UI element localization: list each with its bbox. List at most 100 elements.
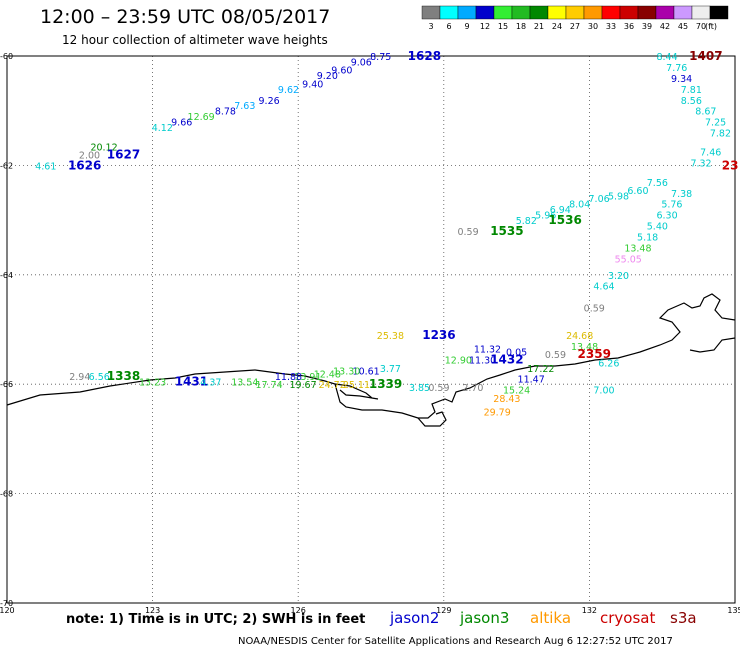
wave-height-label: 24.68	[566, 331, 593, 342]
legend-label: 3	[428, 22, 433, 31]
wave-height-label: 20.12	[90, 142, 117, 153]
wave-height-label: 0.59	[545, 350, 566, 361]
coastline-inlet	[334, 383, 379, 400]
satellite-s3a: s3a	[670, 609, 697, 627]
map-grid	[6, 55, 736, 604]
wave-height-label: 17.74	[255, 380, 282, 391]
wave-height-label: 17.22	[527, 364, 554, 375]
legend-swatch	[619, 5, 639, 20]
legend-swatch	[439, 5, 459, 20]
satellite-jason2: jason2	[390, 609, 440, 627]
wave-height-label: 9.62	[278, 85, 299, 96]
legend-unit: (ft)	[705, 22, 718, 31]
legend-swatch	[565, 5, 585, 20]
legend-label: 27	[570, 22, 580, 31]
time-label: 1628	[408, 49, 441, 63]
legend-label: 12	[480, 22, 490, 31]
time-label: 1627	[107, 147, 140, 161]
wave-height-label: 6.94	[550, 205, 571, 216]
wave-height-label: 7.06	[589, 194, 610, 205]
lat-tick-label: -64	[0, 271, 13, 280]
wave-height-label: 11.30	[469, 356, 496, 367]
map-frame	[6, 55, 736, 604]
wave-height-label: 19.67	[289, 380, 316, 391]
wave-height-label: 0.59	[584, 304, 605, 315]
wave-height-label: 28.43	[493, 394, 520, 405]
legend-label: 70	[696, 22, 706, 31]
wave-height-label: 29.79	[484, 408, 511, 419]
wave-height-label: 5.82	[516, 216, 537, 227]
legend-label: 39	[642, 22, 652, 31]
lat-tick-label: -70	[0, 599, 13, 608]
legend-swatch	[637, 5, 657, 20]
satellite-cryosat: cryosat	[600, 609, 656, 627]
footer-credit: NOAA/NESDIS Center for Satellite Applica…	[238, 636, 673, 647]
wave-height-label: 7.56	[647, 178, 668, 189]
wave-height-label: 5.40	[647, 222, 668, 233]
legend-swatch	[511, 5, 531, 20]
wave-height-label: 12.48	[314, 369, 341, 380]
legend-label: 9	[464, 22, 469, 31]
satellite-jason3: jason3	[460, 609, 510, 627]
wave-height-label: 8.04	[569, 200, 590, 211]
wave-height-label: 7.81	[681, 85, 702, 96]
legend-label: 42	[660, 22, 670, 31]
wave-height-label: 2.70	[462, 383, 483, 394]
lon-tick-label: 132	[582, 606, 597, 615]
coastline-east	[689, 337, 736, 353]
wave-height-label: 4.12	[152, 123, 173, 134]
wave-height-label: 2.94	[69, 372, 90, 383]
legend-label: 6	[446, 22, 451, 31]
lon-tick-label: 120	[0, 606, 15, 615]
wave-height-label: 13.23	[139, 377, 166, 388]
wave-height-label: 7.25	[705, 118, 726, 129]
time-label: 1535	[490, 224, 523, 238]
legend-swatch	[457, 5, 477, 20]
wave-height-label: 3.77	[380, 364, 401, 375]
wave-height-label: 13.91	[294, 372, 321, 383]
satellite-altika: altika	[530, 609, 572, 627]
wave-height-label: 8.78	[215, 107, 236, 118]
legend-swatch	[421, 5, 441, 20]
wave-height-label: 9.40	[302, 79, 323, 90]
wave-height-label: 13.54	[231, 377, 258, 388]
wave-height-label: 4.64	[593, 282, 614, 293]
legend-swatch	[601, 5, 621, 20]
wave-height-label: 4.37	[200, 377, 221, 388]
time-label: 1431	[175, 374, 208, 388]
legend-label: 21	[534, 22, 544, 31]
legend-label: 45	[678, 22, 688, 31]
wave-height-label: 3.20	[608, 271, 629, 282]
legend-swatch	[547, 5, 567, 20]
wave-height-label: 10.61	[353, 367, 380, 378]
wave-height-label: 9.20	[317, 71, 338, 82]
wave-height-label: 4.61	[35, 161, 56, 172]
wave-height-label: 5.96	[535, 211, 556, 222]
wave-height-label: 8.67	[695, 107, 716, 118]
wave-height-label: 7.76	[666, 63, 687, 74]
wave-height-label: 12.90	[445, 356, 472, 367]
lon-tick-label: 123	[145, 606, 160, 615]
time-label: 1338	[107, 369, 140, 383]
wave-height-label: 6.30	[656, 211, 677, 222]
wave-height-label: 7.63	[234, 101, 255, 112]
time-label: 1432	[490, 353, 523, 367]
wave-height-label: 6.26	[598, 358, 619, 369]
lat-tick-label: -62	[0, 161, 13, 170]
legend-swatch	[655, 5, 675, 20]
wave-height-label: 8.44	[656, 52, 677, 63]
wave-height-label: 0.05	[506, 347, 527, 358]
wave-height-label: 15.24	[503, 386, 530, 397]
wave-height-label: 13.48	[571, 342, 598, 353]
color-legend: 3 6 9 12 15 18 21 24 27 30 33 36 39 42 45 70	[421, 5, 729, 31]
legend-swatch	[673, 5, 693, 20]
legend-swatch	[529, 5, 549, 20]
time-label: 1536	[548, 213, 581, 227]
legend-swatch	[691, 5, 711, 20]
wave-height-label: 5.18	[637, 233, 658, 244]
legend-swatch	[709, 5, 729, 20]
wave-height-label: 0.59	[428, 383, 449, 394]
wave-height-label: 5.76	[661, 200, 682, 211]
wave-height-label: 3.85	[409, 383, 430, 394]
wave-height-label: 25.11	[343, 380, 370, 391]
